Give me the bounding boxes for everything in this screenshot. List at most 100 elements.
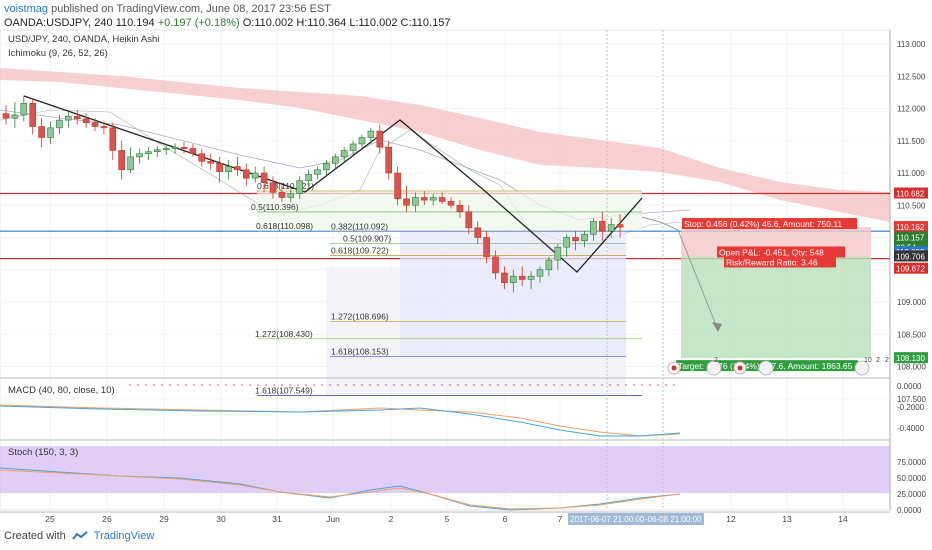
- series-title: USD/JPY, 240, OANDA, Heikin Ashi: [8, 34, 159, 45]
- candle-bearish: [118, 150, 125, 171]
- time-tick-label: 6: [503, 514, 508, 524]
- candle-bullish: [349, 143, 357, 151]
- symbol: OANDA:USDJPY, 240: [4, 17, 113, 29]
- time-tick-label: 7: [558, 514, 563, 524]
- candle-bullish: [590, 221, 597, 235]
- candle-bullish: [358, 137, 366, 145]
- candle-bullish: [607, 224, 615, 232]
- price-tick-label: 108.000: [897, 363, 926, 372]
- stop-label-bg: [682, 218, 857, 230]
- price-axis-badge-label: 108.130: [896, 354, 925, 363]
- macd-tick-label: -0.4000: [897, 424, 925, 433]
- candle-bearish: [403, 198, 410, 206]
- footer-brand[interactable]: TradingView: [93, 530, 155, 542]
- time-cursor-right: -06-08 21:00:00: [645, 515, 702, 524]
- ohlc: O:110.002 H:110.364 L:110.002 C:110.157: [242, 17, 451, 29]
- time-cursor-left: 2017-06-07 21:00:00: [570, 515, 645, 524]
- price-axis-badge-label: 109.672: [896, 265, 925, 274]
- fib-extension-zone-inner: [400, 231, 626, 357]
- price-axis-badge-label: 110.162: [896, 223, 925, 232]
- indicator-title: Ichimoku (9, 26, 52, 26): [8, 48, 108, 59]
- price-axis-badge: [894, 187, 928, 199]
- publisher-name[interactable]: voistmag: [4, 3, 49, 15]
- candle-bearish: [189, 148, 197, 154]
- candle-bullish: [314, 169, 321, 175]
- event-count-label: 2: [885, 357, 889, 364]
- candle-bullish: [136, 153, 143, 158]
- price-axis-badge: [894, 231, 928, 243]
- projection-line: [641, 216, 719, 331]
- quote-line: OANDA:USDJPY, 240 110.194 +0.197 (+0.18%…: [4, 17, 450, 29]
- price-axis-badge: [894, 250, 928, 262]
- candle-bullish: [527, 275, 535, 280]
- us-flag-event-icon: [854, 360, 870, 376]
- macd-tick-label: -0.2000: [897, 403, 925, 412]
- stop-label: Stop: 0.456 (0.42%) 45.6, Amount: 750.11: [684, 219, 842, 229]
- candle-bullish: [340, 150, 348, 158]
- candle-bearish: [385, 146, 393, 174]
- price-axis-badge-label: 109.706: [896, 252, 925, 261]
- candle-bearish: [616, 224, 624, 228]
- published-text: published on TradingView.com, June 08, 2…: [51, 3, 331, 15]
- time-tick-label: 14: [838, 514, 848, 524]
- candle-bearish: [73, 115, 81, 120]
- price-axis-badge: [894, 352, 928, 364]
- footer: Created with TradingView: [4, 530, 154, 542]
- price-axis-badge: [894, 221, 928, 233]
- stoch-tick-label: 0.0000: [897, 506, 922, 515]
- candle-bullish: [145, 151, 152, 154]
- macd-title: MACD (40, 80, close, 10): [8, 385, 115, 396]
- macd-tick-label: 0.0000: [897, 382, 922, 391]
- candle-bullish: [47, 127, 54, 138]
- event-count-label: 10: [864, 357, 872, 364]
- candle-bullish: [429, 197, 437, 201]
- publisher-line: voistmag published on TradingView.com, J…: [4, 3, 331, 15]
- candle-bullish: [296, 180, 304, 194]
- fib-level-label: 1.272(108.696): [331, 312, 389, 322]
- open-pl-label: Open P&L: -0.451, Qty: 548: [719, 247, 824, 257]
- candle-bullish: [412, 197, 419, 206]
- candle-bearish: [376, 130, 384, 148]
- candle-bullish: [323, 163, 330, 171]
- time-tick-label: Jun: [326, 514, 340, 524]
- time-tick-label: 12: [726, 514, 736, 524]
- candle-bearish: [91, 122, 99, 127]
- fib-level-label: 1.618(107.549): [255, 386, 313, 396]
- time-tick-label: 2: [389, 514, 394, 524]
- risk-reward-label-bg: [724, 256, 836, 268]
- event-count-label: 2: [714, 357, 718, 364]
- candle-bearish: [234, 166, 241, 171]
- candle-bearish: [474, 227, 482, 238]
- price-tick-label: 111.000: [897, 169, 925, 178]
- event-marker-dot-icon: [671, 365, 677, 371]
- candle-bearish: [38, 126, 45, 138]
- candle-bullish: [367, 130, 375, 138]
- candle-bearish: [456, 204, 464, 212]
- candle-bullish: [536, 269, 544, 277]
- time-tick-label: 25: [45, 514, 55, 524]
- price-tick-label: 112.000: [897, 105, 926, 114]
- fib-level-label: 0.382(110.092): [331, 222, 388, 232]
- candle-bearish: [420, 197, 428, 201]
- candle-bullish: [154, 149, 161, 153]
- time-tick-label: 5: [445, 514, 450, 524]
- candle-bullish: [127, 156, 134, 171]
- candle-bullish: [545, 259, 553, 271]
- candle-bearish: [518, 275, 526, 280]
- candle-bearish: [260, 172, 268, 183]
- candle-bearish: [180, 146, 188, 149]
- time-cursor-badge: [568, 513, 704, 525]
- candle-bullish: [162, 148, 170, 151]
- candle-bearish: [572, 237, 579, 242]
- price-axis-badge-label: 110.157: [896, 233, 925, 242]
- candle-bearish: [483, 237, 490, 258]
- stoch-tick-label: 25.0000: [897, 490, 926, 499]
- price-tick-label: 107.500: [897, 395, 926, 404]
- risk-reward-label: Risk/Reward Ratio: 3.46: [726, 257, 818, 267]
- stoch-tick-label: 50.0000: [897, 474, 926, 483]
- candle-bearish: [100, 126, 108, 129]
- candle-bullish: [56, 119, 63, 129]
- candle-bullish: [251, 172, 259, 179]
- candle-bearish: [216, 163, 223, 173]
